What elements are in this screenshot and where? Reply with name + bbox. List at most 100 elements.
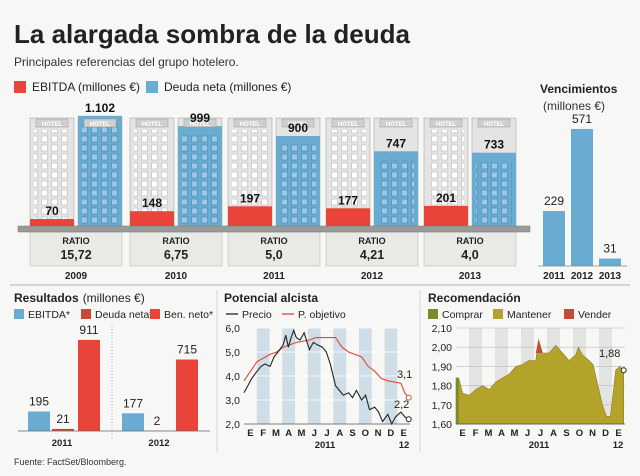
legend-ebitda-swatch [14,81,26,93]
recomendacion-x-tick: M [485,428,493,439]
ebitda-bar [424,205,468,226]
comprar-area [456,377,459,424]
ratio-label: RATIO [162,236,189,246]
resultados-year-label: 2012 [148,438,169,449]
resultados-bar [28,411,50,431]
deuda-value-label: 900 [288,121,308,135]
recomendacion-legend-comprar-swatch [428,309,438,319]
hotel-sign-blue [83,118,117,128]
ratio-value: 4,21 [360,248,384,262]
legend-deuda: Deuda neta (millones €) [164,80,291,94]
recomendacion-x-tick: E [615,428,621,439]
deuda-value-label: 747 [386,136,406,150]
vencimientos-subtitle: (millones €) [543,99,605,113]
vencimientos-value-label: 571 [572,112,592,126]
recomendacion-x-tick: S [563,428,569,439]
objetivo-endpoint [405,394,412,401]
potencial-y-tick: 4,0 [225,371,240,383]
vencimientos-chart: 229 2011 571 2012 31 2013 [538,112,627,282]
potencial-x-tick: J [312,428,317,439]
hotel-windows-blue [280,144,316,224]
hotel-sign-text: HOTEL [142,122,163,128]
hotel-sign-grey [233,118,267,128]
resultados-value-label: 715 [177,343,197,357]
ground-strip [17,225,531,233]
hotel-windows-blue [476,160,512,224]
potencial-y-tick: 3,0 [225,395,240,407]
hotel-sign-text: HOTEL [436,122,457,128]
recomendacion-x-tick: D [602,428,609,439]
ratio-label: RATIO [358,236,385,246]
potencial-x-tick: A [285,428,292,439]
hotel-underground [325,231,419,267]
resultados-legend-deuda: Deuda neta* [95,309,153,321]
year-label: 2009 [65,271,88,282]
ebitda-value-label: 70 [45,204,59,218]
hotel-sign-text: HOTEL [288,122,309,128]
recomendacion-y-tick: 1,80 [432,381,453,393]
potencial-x-tick: E [247,428,253,439]
hotel-sign-grey [429,118,463,128]
resultados-chart: 195 21 911 2011 177 2 715 2012 [18,323,210,449]
recomendacion-x-tick: A [498,428,505,439]
hotel-sign-text: HOTEL [484,122,505,128]
recomendacion-legend-vender-swatch [564,309,574,319]
potencial-x-tick: D [387,428,394,439]
recomendacion-y-tick: 1,70 [432,400,453,412]
recomendacion-x-tick: J [538,428,543,439]
resultados-legend-deuda-swatch [81,309,91,319]
ratio-value: 4,0 [461,248,478,262]
ebitda-bar [130,211,174,226]
resultados-title-text: Resultados [14,291,79,305]
resultados-legend-beneficio: Ben. neto* [164,309,213,321]
potencial-x-tick: N [375,428,382,439]
hotel-windows-blue [82,123,118,224]
potencial-title: Potencial alcista [224,291,318,305]
hotel-sign-blue [281,118,315,128]
potencial-x-tick: O [362,428,369,439]
ebitda-value-label: 197 [240,191,260,205]
source-note: Fuente: FactSet/Bloomberg. [14,457,127,467]
ebitda-bar [30,219,74,226]
recomendacion-x-tick: J [525,428,530,439]
hotel-sign-blue [379,118,413,128]
recomendacion-x-tick: N [589,428,596,439]
recomendacion-legend-comprar: Comprar [442,309,483,321]
resultados-bar [52,428,74,431]
vencimientos-title: Vencimientos [540,82,618,96]
ratio-label: RATIO [456,236,483,246]
year-label: 2012 [361,271,384,282]
hotel-windows-blue [378,159,414,224]
vencimientos-year-label: 2011 [543,271,565,282]
recomendacion-year-label: 2011 [529,440,550,451]
hotel-sign-blue [183,118,217,128]
year-label: 2010 [165,271,188,282]
objetivo-line [243,337,410,398]
recomendacion-title: Recomendación [428,291,521,305]
ebitda-value-label: 177 [338,193,358,207]
potencial-legend-objetivo: P. objetivo [298,309,346,321]
hotel-sign-text: HOTEL [240,122,261,128]
ebitda-value-label: 201 [436,191,456,205]
vencimientos-year-label: 2013 [599,271,622,282]
potencial-x-tick: S [349,428,355,439]
ebitda-value-label: 148 [142,196,162,210]
recomendacion-x-tick: M [511,428,519,439]
resultados-bar [78,339,100,431]
hotel-sign-text: HOTEL [90,122,111,128]
hotel-sign-grey [35,118,69,128]
hotel-underground [423,231,517,267]
resultados-title: Resultados (millones €) [14,291,145,305]
potencial-x-tick: M [298,428,306,439]
hotel-windows-blue [182,134,218,224]
resultados-value-label: 2 [154,414,161,428]
vencimientos-value-label: 31 [603,242,617,256]
hotel-windows-grey [134,130,170,224]
mantener-area [455,339,624,425]
recomendacion-y-tick: 1,60 [432,419,453,431]
resultados-bar [176,359,198,431]
recomendacion-year-label: 12 [613,440,624,451]
recomendacion-legend-mantener-swatch [493,309,503,319]
potencial-x-tick: M [272,428,280,439]
